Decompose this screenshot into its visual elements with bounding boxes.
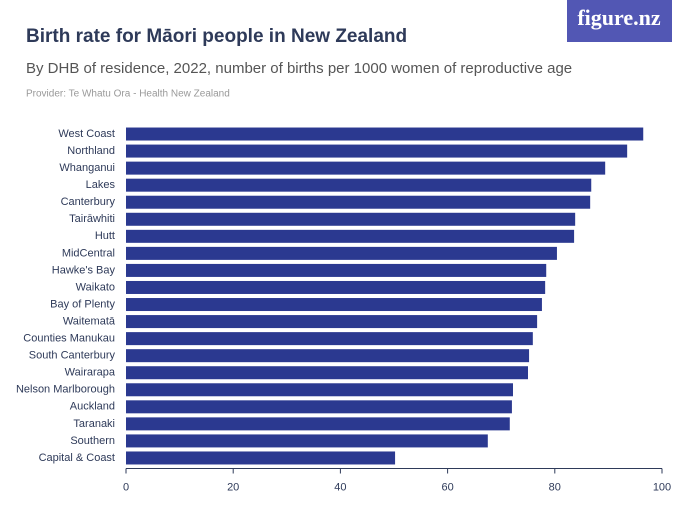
- bar: [126, 451, 396, 465]
- x-tick-label: 20: [227, 481, 239, 493]
- y-tick-label: Northland: [67, 145, 115, 157]
- bar: [126, 434, 488, 448]
- y-tick-label: Bay of Plenty: [50, 298, 115, 310]
- y-tick-label: Hawke's Bay: [52, 264, 116, 276]
- bar: [126, 263, 547, 277]
- y-tick-label: Whanganui: [59, 162, 115, 174]
- bar: [126, 400, 512, 414]
- logo-box: [567, 0, 672, 42]
- y-tick-label: Hutt: [95, 230, 115, 242]
- bar: [126, 195, 591, 209]
- y-tick-label: Taranaki: [73, 418, 115, 430]
- y-tick-label: West Coast: [58, 128, 115, 140]
- y-tick-label: Lakes: [86, 179, 116, 191]
- y-tick-label: Canterbury: [61, 196, 116, 208]
- bar: [126, 246, 557, 260]
- logo: figure.nz: [577, 5, 661, 30]
- y-tick-label: Capital & Coast: [39, 452, 115, 464]
- source: Provider: Te Whatu Ora - Health New Zeal…: [26, 89, 230, 100]
- bar: [126, 212, 576, 226]
- x-tick-label: 40: [334, 481, 346, 493]
- bar: [126, 178, 592, 192]
- y-tick-label: Southern: [70, 435, 115, 447]
- bar: [126, 332, 533, 346]
- chart-title: Birth rate for Māori people in New Zeala…: [26, 26, 407, 47]
- y-tick-label: South Canterbury: [29, 350, 116, 362]
- bar: [126, 315, 538, 329]
- y-tick-label: Auckland: [70, 401, 115, 413]
- bar: [126, 366, 528, 380]
- y-tick-label: Waikato: [76, 281, 115, 293]
- bar: [126, 280, 546, 294]
- x-tick-label: 60: [441, 481, 453, 493]
- bar: [126, 417, 510, 431]
- y-tick-label: MidCentral: [62, 247, 115, 259]
- bar: [126, 161, 606, 175]
- bar: [126, 229, 575, 243]
- x-tick-label: 80: [549, 481, 561, 493]
- y-tick-label: Waitematā: [63, 315, 116, 327]
- x-tick-label: 0: [123, 481, 129, 493]
- bar: [126, 349, 530, 363]
- bar: [126, 144, 628, 158]
- y-tick-label: Wairarapa: [65, 367, 116, 379]
- chart-subtitle: By DHB of residence, 2022, number of bir…: [26, 60, 572, 77]
- bar: [126, 127, 644, 141]
- y-tick-label: Counties Manukau: [23, 333, 115, 345]
- x-tick-label: 100: [653, 481, 671, 493]
- bar: [126, 298, 542, 312]
- y-tick-label: Tairāwhiti: [69, 213, 115, 225]
- y-tick-label: Nelson Marlborough: [16, 384, 115, 396]
- bar: [126, 383, 513, 397]
